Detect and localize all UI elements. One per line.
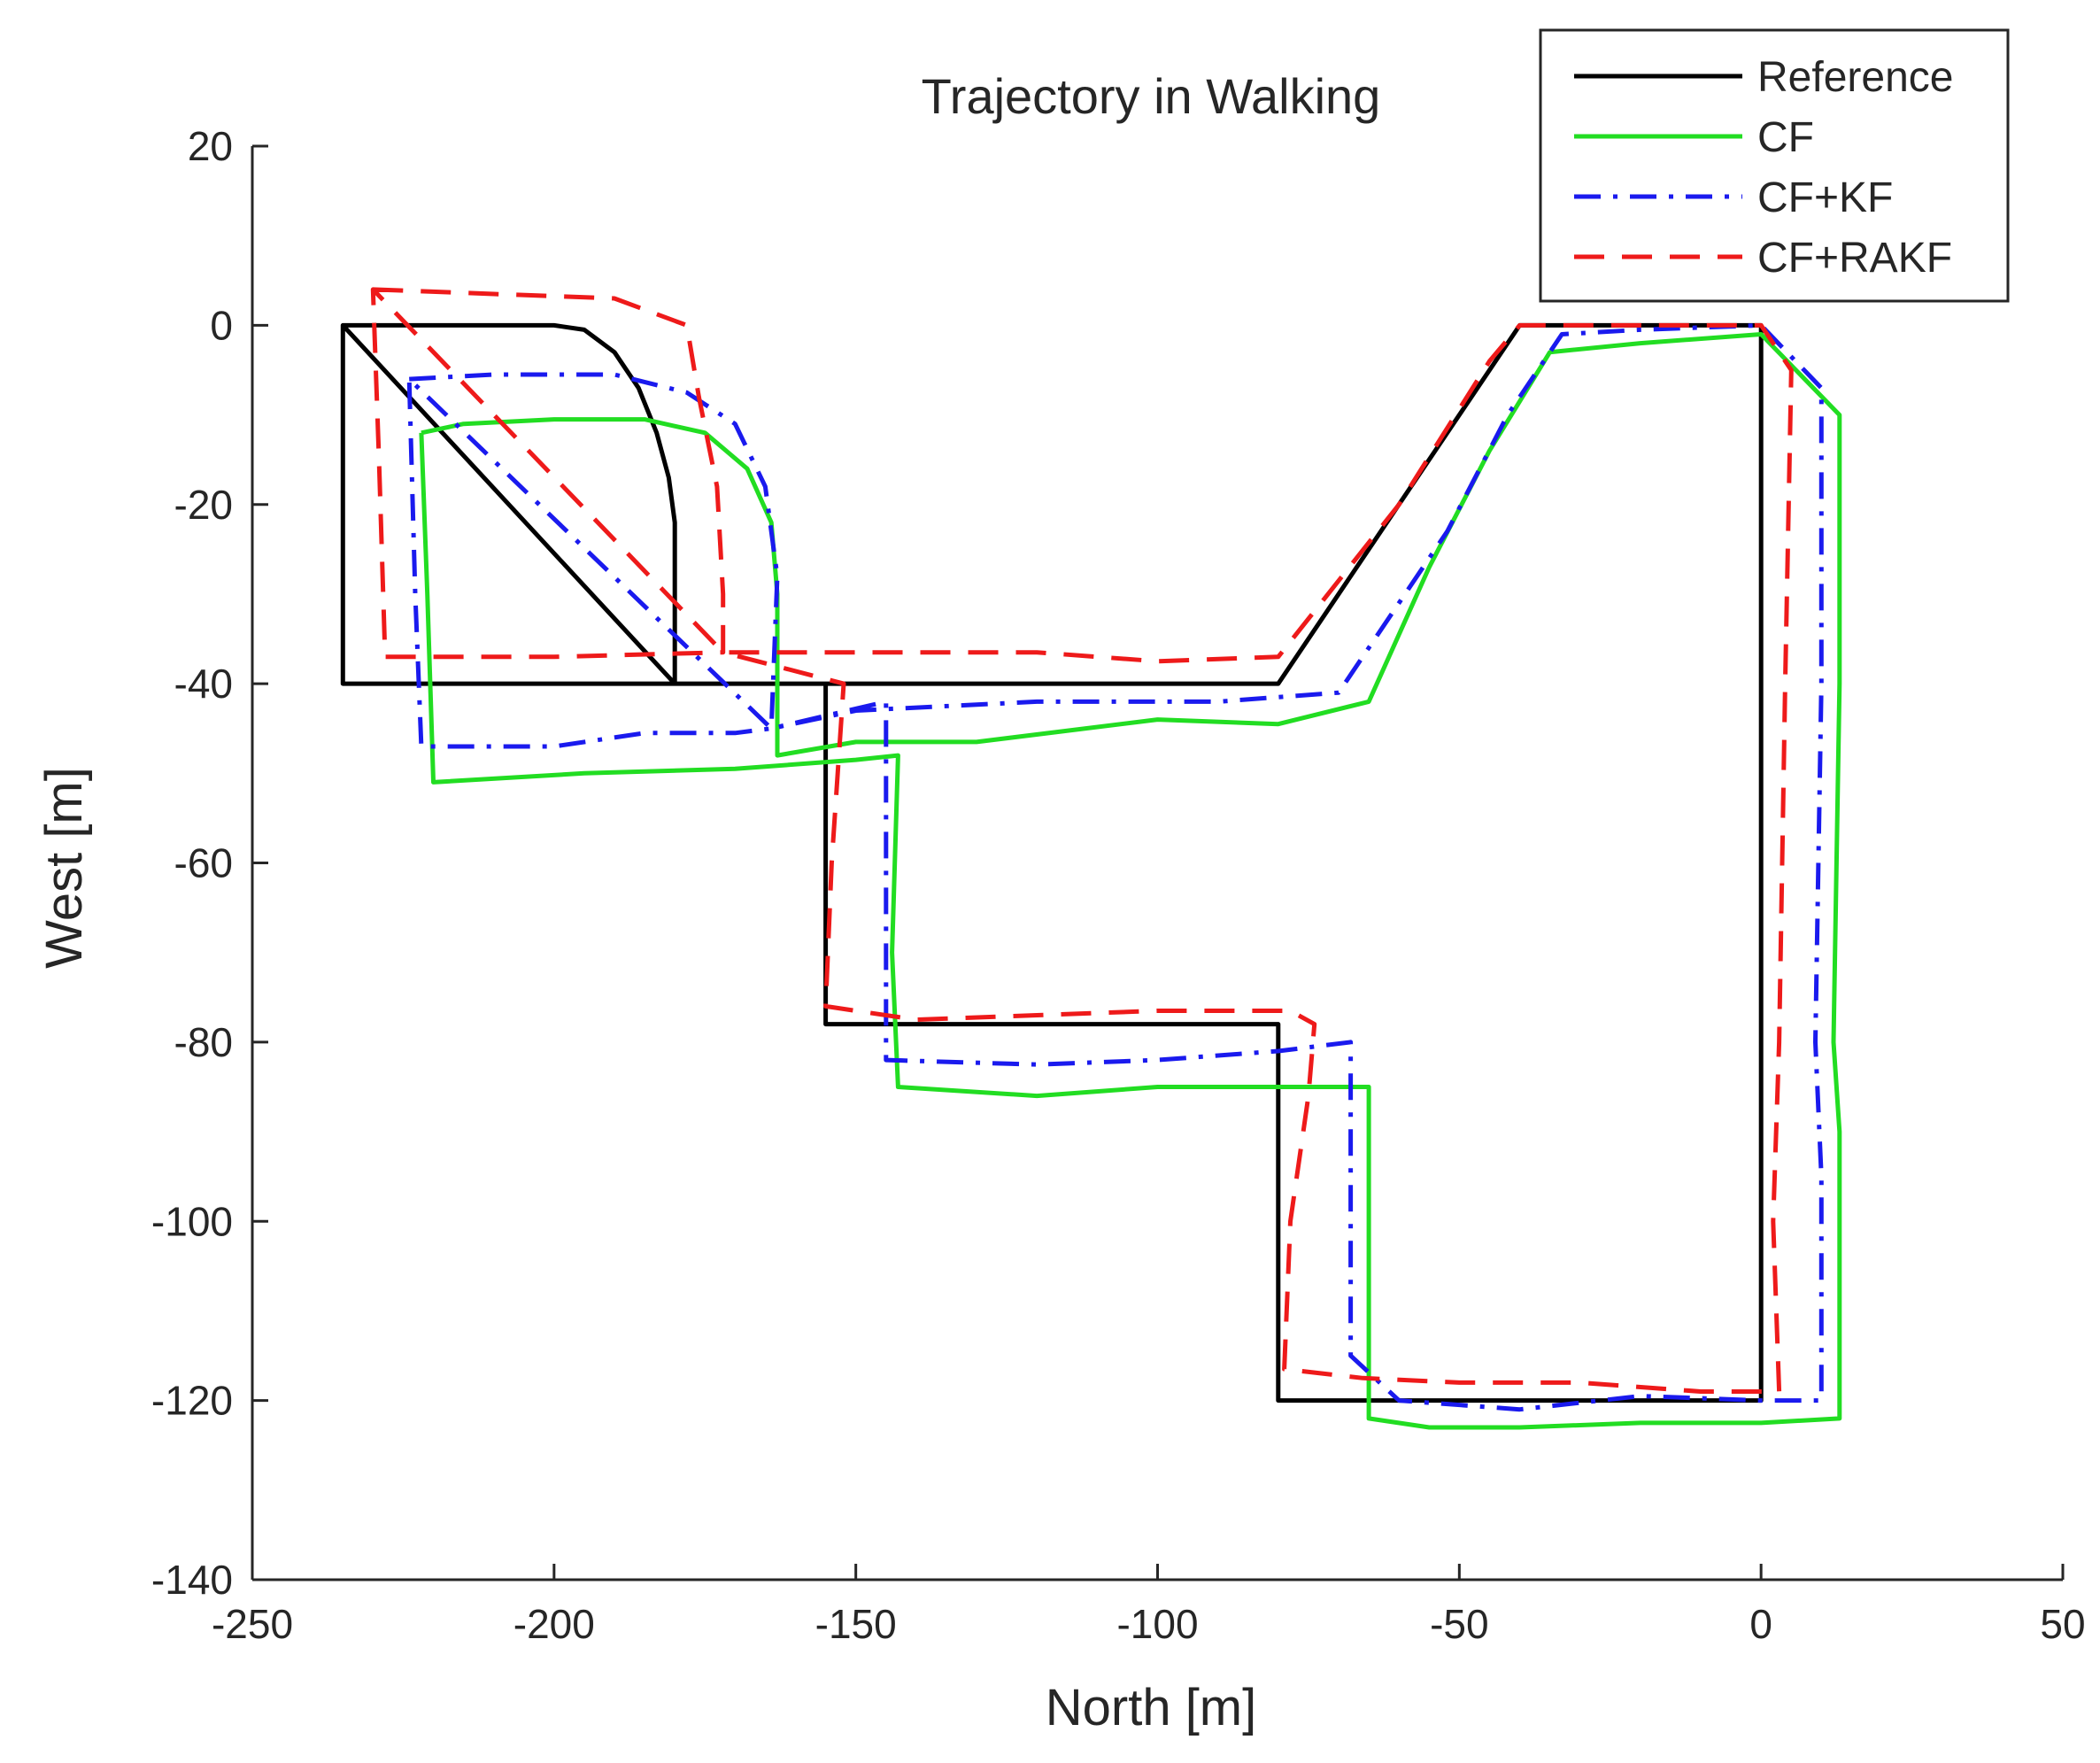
y-tick-label: 0 bbox=[210, 302, 233, 348]
x-axis-title: North [m] bbox=[1046, 1679, 1257, 1736]
series-line-cf-kf bbox=[406, 322, 1824, 1412]
series-line-cf-rakf bbox=[370, 287, 1794, 1394]
y-tick-label: -80 bbox=[174, 1019, 233, 1065]
y-tick-label: 20 bbox=[188, 123, 233, 169]
series-line-reference bbox=[340, 322, 1764, 1403]
y-tick-label: -120 bbox=[151, 1378, 233, 1424]
x-tick-label: 0 bbox=[1749, 1601, 1772, 1647]
y-tick-label: -60 bbox=[174, 840, 233, 886]
series-layer bbox=[340, 287, 1842, 1430]
x-tick-label: 50 bbox=[2040, 1601, 2085, 1647]
y-axis-title: West [m] bbox=[35, 767, 93, 969]
x-tick-label: -50 bbox=[1430, 1601, 1488, 1647]
y-tick-label: -40 bbox=[174, 661, 233, 707]
legend-label: CF+RAKF bbox=[1757, 235, 1952, 282]
legend-label: Reference bbox=[1757, 54, 1953, 101]
axis-ticks: -250 -200 -150 -100 -50 0 50 20 0 -20 -40 -60 -80 -10… bbox=[151, 123, 2086, 1647]
legend-label: CF bbox=[1757, 114, 1814, 161]
legend-label: CF+KF bbox=[1757, 174, 1893, 221]
series-line-cf bbox=[419, 332, 1842, 1430]
legend: Reference CF CF+KF CF+RAKF bbox=[1539, 28, 2010, 303]
chart-title: Trajectory in Walking bbox=[922, 68, 1381, 124]
x-tick-label: -100 bbox=[1116, 1601, 1198, 1647]
x-tick-label: -200 bbox=[513, 1601, 595, 1647]
x-tick-label: -150 bbox=[815, 1601, 897, 1647]
x-tick-label: -250 bbox=[212, 1601, 293, 1647]
plot-area bbox=[251, 146, 2063, 1581]
y-tick-label: -100 bbox=[151, 1198, 233, 1244]
y-tick-label: -140 bbox=[151, 1557, 233, 1603]
y-tick-label: -20 bbox=[174, 482, 233, 528]
